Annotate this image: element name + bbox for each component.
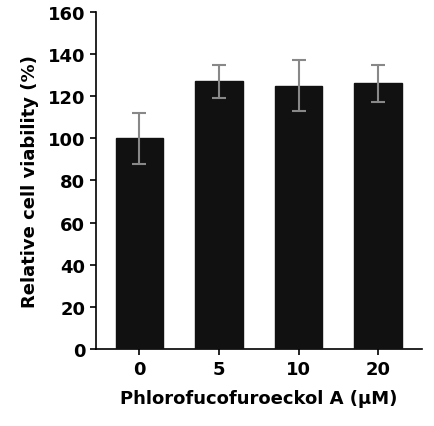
Bar xyxy=(354,84,401,349)
Bar xyxy=(115,139,163,349)
Y-axis label: Relative cell viability (%): Relative cell viability (%) xyxy=(21,55,39,307)
X-axis label: Phlorofucofuroeckol A (μM): Phlorofucofuroeckol A (μM) xyxy=(120,389,397,407)
Bar xyxy=(274,86,322,349)
Bar xyxy=(195,82,242,349)
